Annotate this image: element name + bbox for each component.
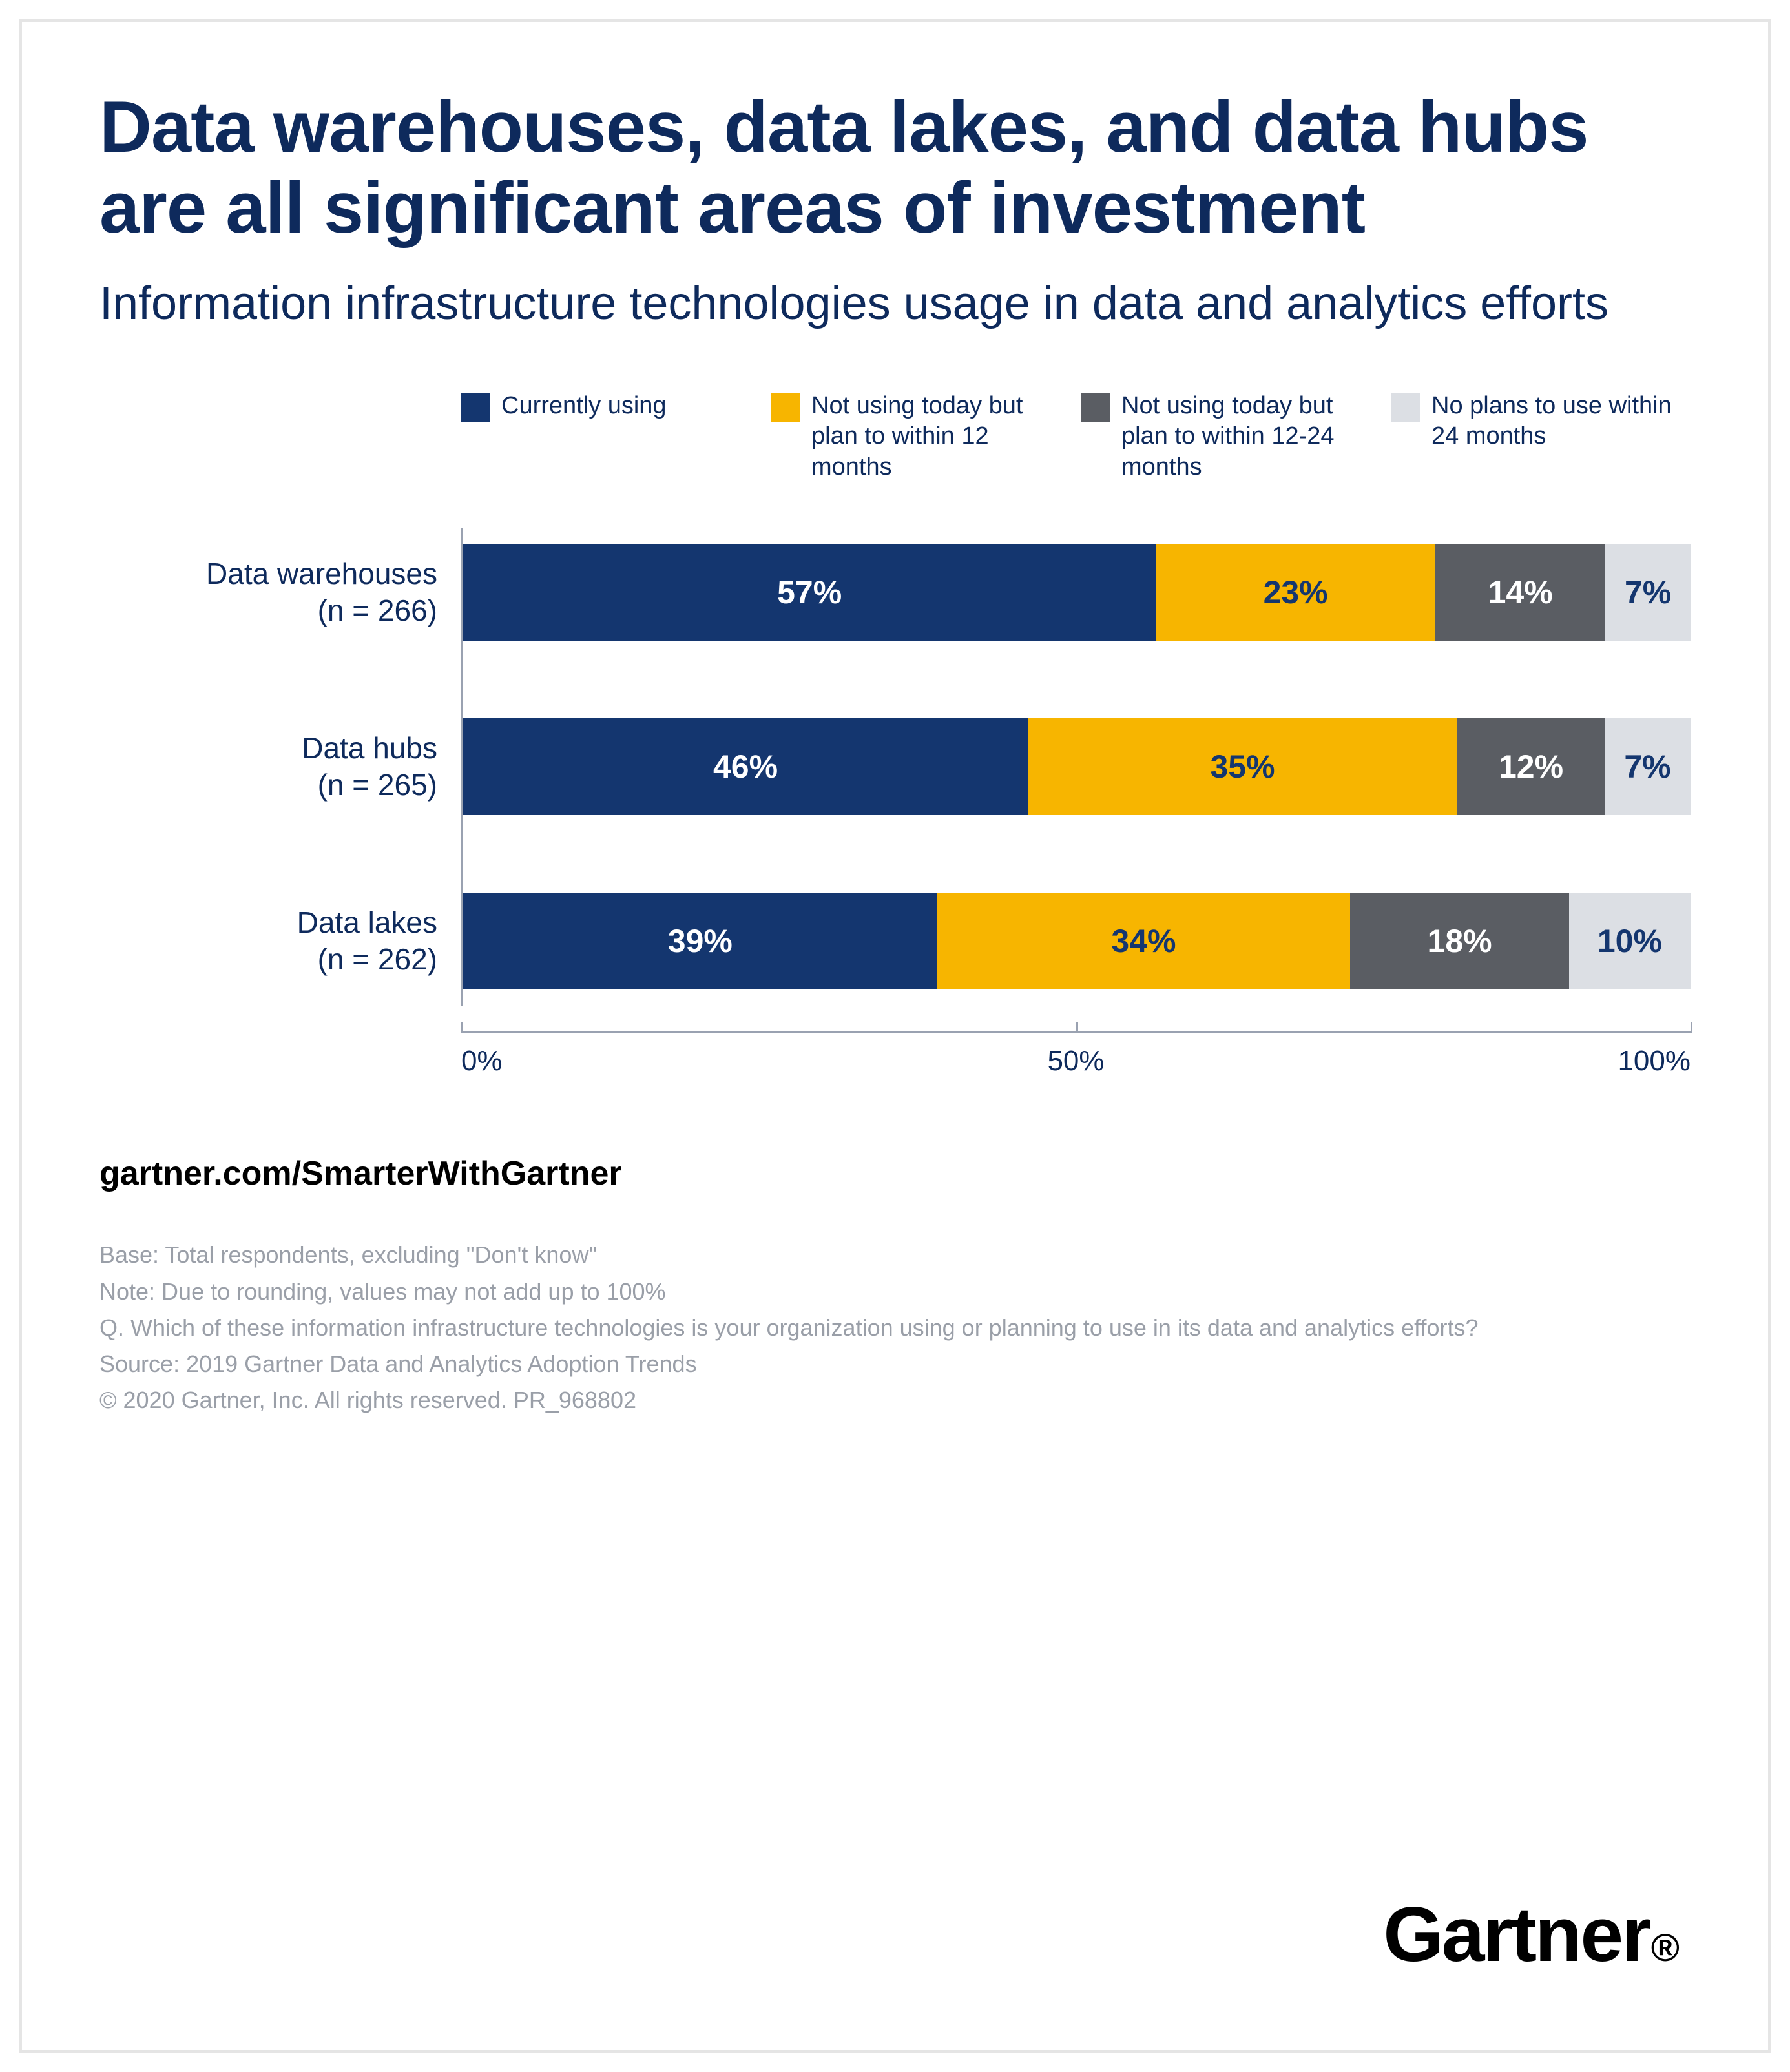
chart-row: Data warehouses(n = 266)57%23%14%7% (463, 528, 1691, 657)
gartner-logo: Gartner® (1383, 1890, 1678, 1979)
footnote-line: Note: Due to rounding, values may not ad… (99, 1275, 1691, 1309)
legend-swatch (1081, 393, 1110, 422)
legend-label: No plans to use within 24 months (1431, 391, 1676, 452)
footnote-line: Source: 2019 Gartner Data and Analytics … (99, 1347, 1691, 1381)
category-label: Data hubs(n = 265) (101, 730, 463, 804)
legend-item: No plans to use within 24 months (1391, 391, 1676, 483)
chart-legend: Currently using Not using today but plan … (461, 391, 1691, 483)
stacked-bar: 46%35%12%7% (463, 718, 1691, 815)
bar-segment: 7% (1605, 544, 1691, 641)
legend-item: Currently using (461, 391, 745, 483)
bar-segment: 35% (1028, 718, 1457, 815)
footnote-line: Q. Which of these information infrastruc… (99, 1311, 1691, 1345)
legend-swatch (1391, 393, 1420, 422)
chart-bars: Data warehouses(n = 266)57%23%14%7%Data … (461, 528, 1691, 1006)
chart-area: Currently using Not using today but plan … (99, 391, 1691, 1084)
footnote-line: © 2020 Gartner, Inc. All rights reserved… (99, 1383, 1691, 1417)
logo-suffix: ® (1651, 1925, 1678, 1970)
category-label: Data warehouses(n = 266) (101, 555, 463, 630)
legend-label: Not using today but plan to within 12-24… (1121, 391, 1366, 483)
bar-segment: 12% (1457, 718, 1605, 815)
axis-tick-label: 100% (1618, 1045, 1691, 1077)
category-label: Data lakes(n = 262) (101, 904, 463, 979)
main-title: Data warehouses, data lakes, and data hu… (99, 87, 1691, 249)
stacked-bar: 57%23%14%7% (463, 544, 1691, 641)
bar-segment: 39% (463, 893, 937, 989)
legend-label: Currently using (501, 391, 667, 422)
axis-tick (1076, 1022, 1078, 1033)
legend-swatch (461, 393, 490, 422)
legend-swatch (771, 393, 800, 422)
chart-row: Data hubs(n = 265)46%35%12%7% (463, 702, 1691, 831)
source-url: gartner.com/SmarterWithGartner (99, 1154, 1691, 1193)
legend-item: Not using today but plan to within 12 mo… (771, 391, 1056, 483)
infographic-frame: Data warehouses, data lakes, and data hu… (19, 19, 1771, 2053)
bar-segment: 57% (463, 544, 1156, 641)
bar-segment: 7% (1605, 718, 1691, 815)
bar-segment: 46% (463, 718, 1028, 815)
stacked-bar: 39%34%18%10% (463, 893, 1691, 989)
axis-tick-label: 50% (1047, 1045, 1104, 1077)
bar-segment: 18% (1350, 893, 1569, 989)
chart-row: Data lakes(n = 262)39%34%18%10% (463, 876, 1691, 1006)
bar-segment: 34% (937, 893, 1351, 989)
logo-text: Gartner (1383, 1890, 1649, 1979)
axis-tick (461, 1022, 463, 1033)
legend-item: Not using today but plan to within 12-24… (1081, 391, 1366, 483)
axis-tick (1691, 1022, 1692, 1033)
footnote-line: Base: Total respondents, excluding "Don'… (99, 1238, 1691, 1272)
bar-segment: 14% (1435, 544, 1605, 641)
legend-label: Not using today but plan to within 12 mo… (811, 391, 1056, 483)
subtitle: Information infrastructure technologies … (99, 275, 1691, 333)
footnotes: Base: Total respondents, excluding "Don'… (99, 1238, 1691, 1417)
bar-segment: 10% (1569, 893, 1691, 989)
axis-tick-label: 0% (461, 1045, 503, 1077)
chart-x-axis: 0% 50% 100% (461, 1031, 1691, 1083)
bar-segment: 23% (1156, 544, 1435, 641)
